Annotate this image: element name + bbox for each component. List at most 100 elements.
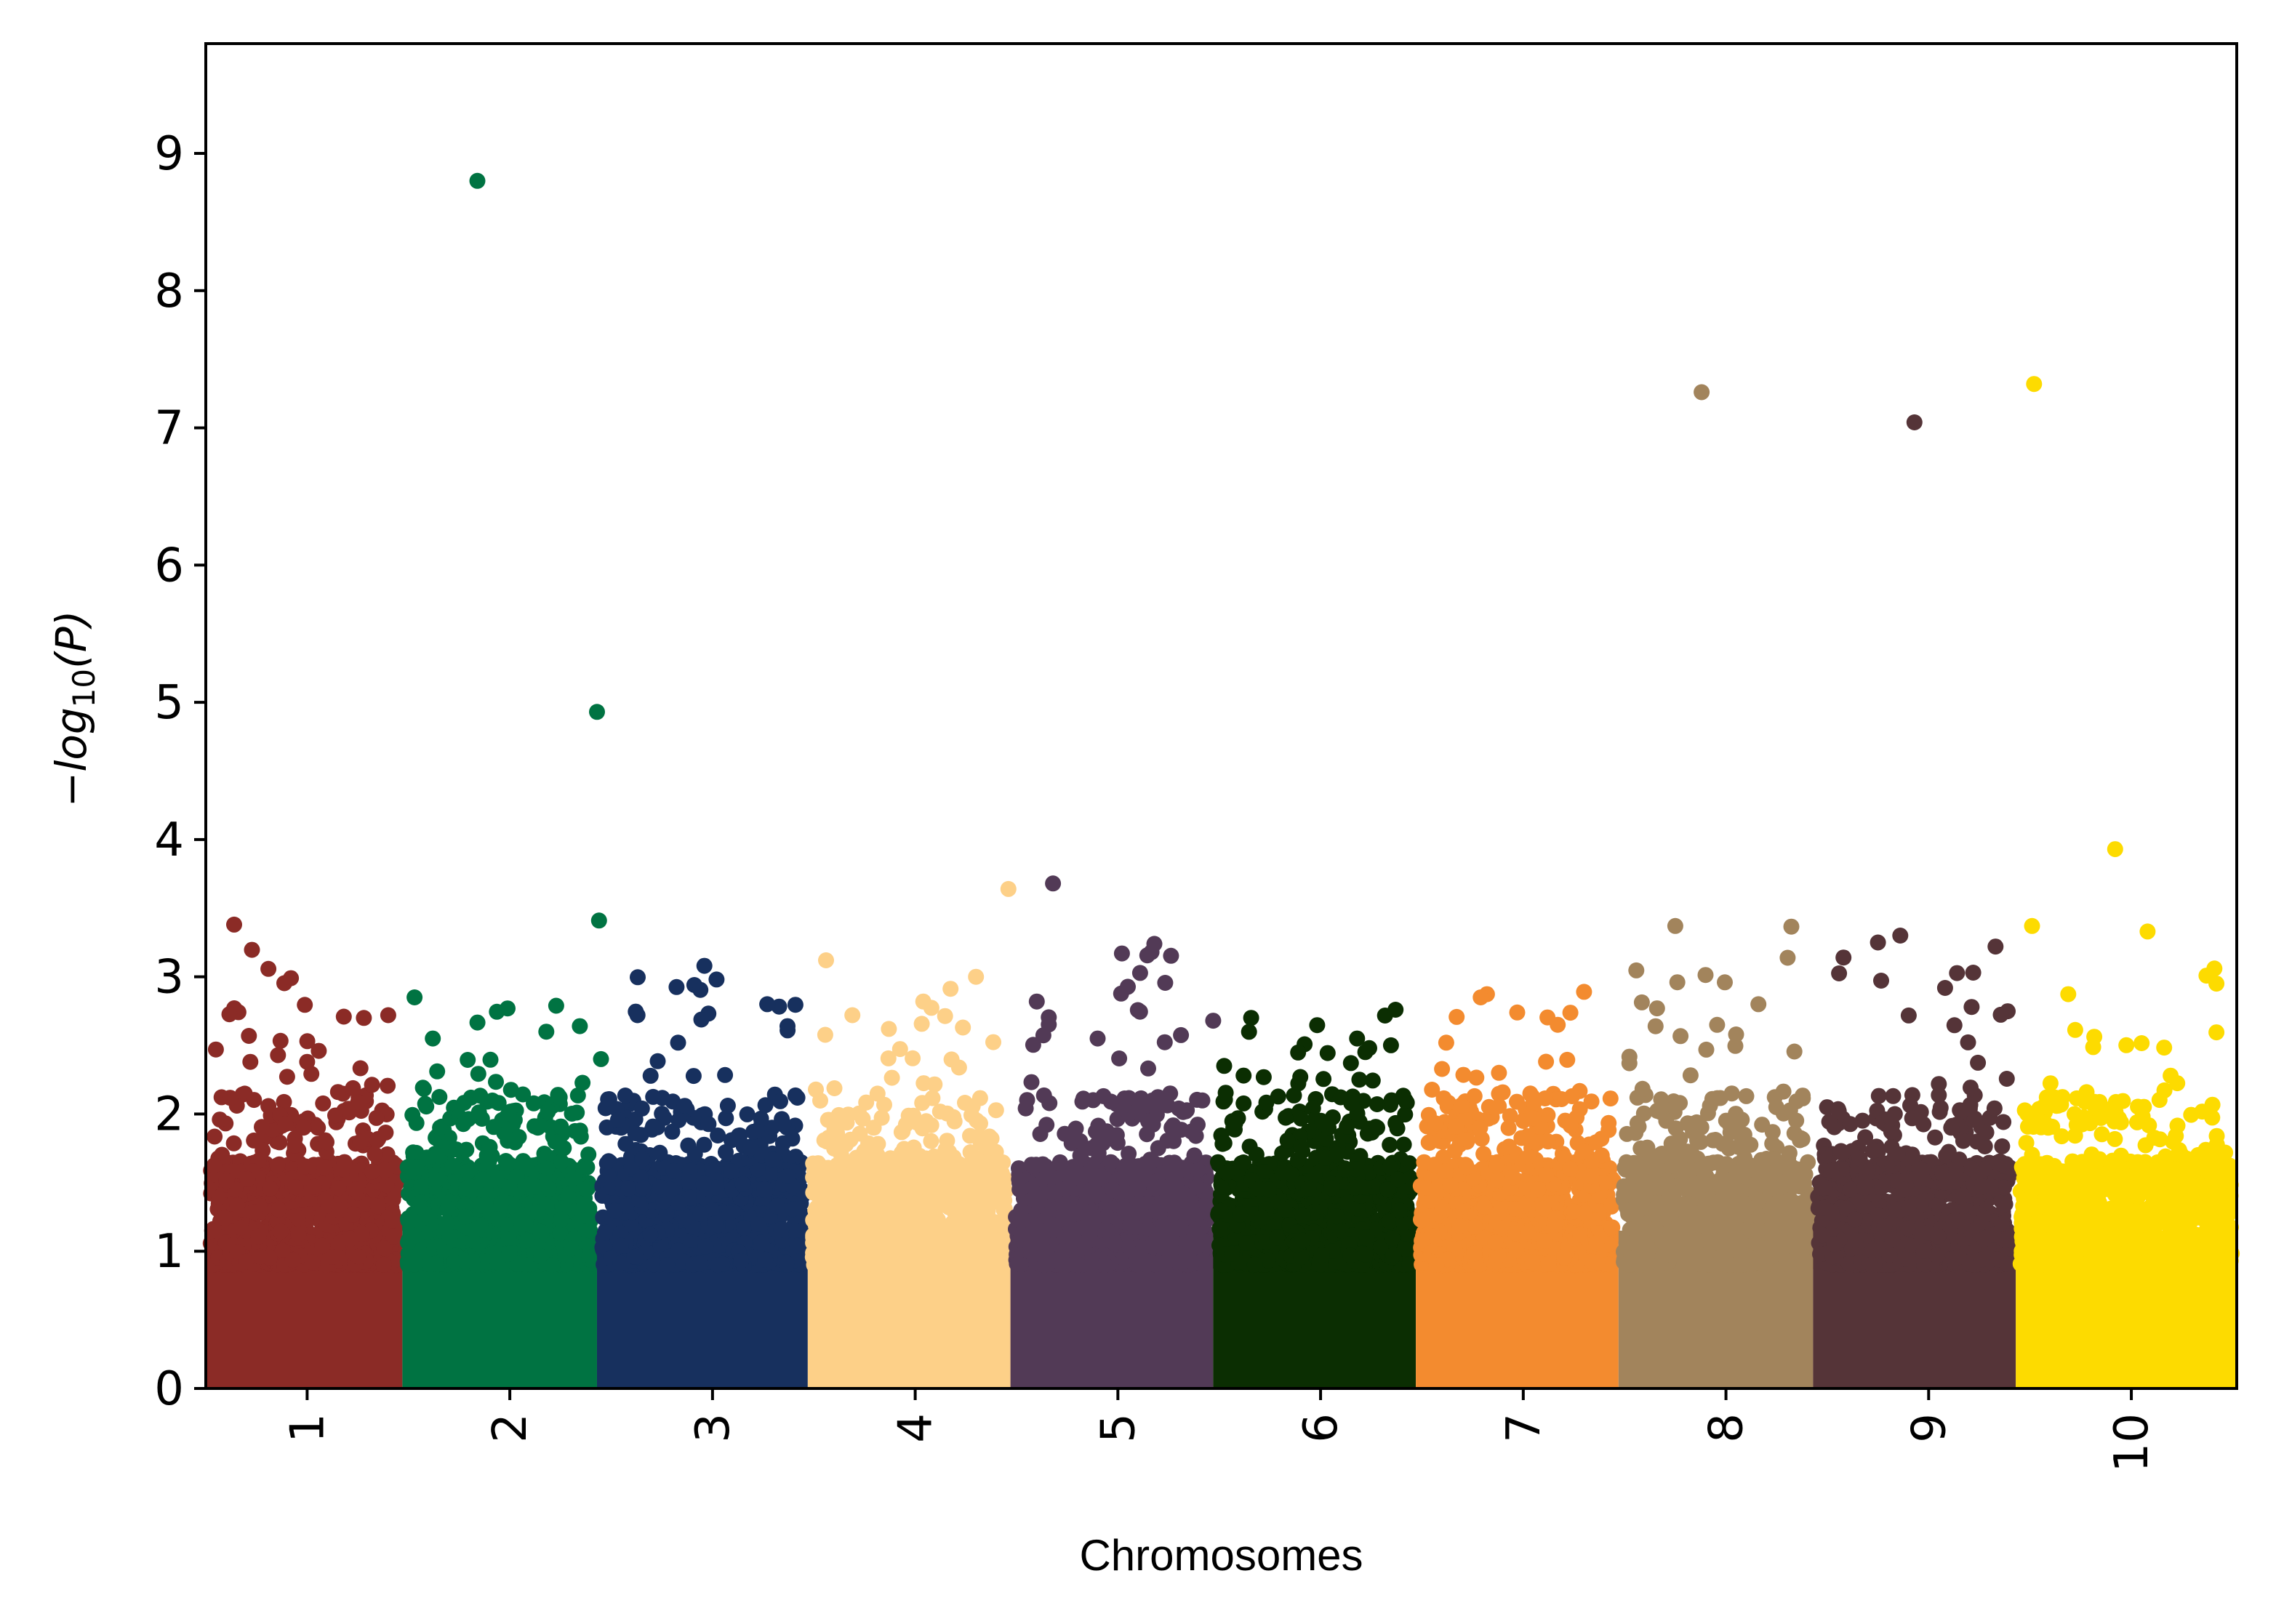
data-point [276,1093,292,1110]
data-point [925,1256,942,1273]
data-point [342,1231,358,1247]
data-point [518,1232,535,1249]
data-point [670,1112,687,1128]
data-point [252,1248,268,1265]
data-point [880,1050,897,1066]
data-point [973,1218,990,1235]
data-point [719,1098,736,1114]
data-point [876,1096,892,1113]
data-point [486,1119,502,1135]
data-point [634,1151,651,1167]
data-point [225,1135,242,1151]
data-point [502,1245,518,1262]
data-point [286,1137,303,1154]
data-point [502,1082,519,1098]
data-point [865,1119,882,1136]
data-point [780,1168,796,1184]
data-point [987,1102,1004,1119]
data-point [350,1094,366,1111]
data-point [207,1128,223,1145]
data-point [734,1175,751,1192]
peak-point [593,1050,609,1067]
data-point [692,981,709,998]
data-point [645,1088,662,1105]
data-point [380,1077,396,1094]
data-point [811,1176,828,1192]
data-point [366,1146,383,1162]
data-point [508,1168,525,1185]
data-point [345,1080,361,1096]
data-point [822,1221,838,1238]
data-point [601,1153,617,1170]
data-point [733,1253,750,1269]
data-point [649,1053,666,1069]
peak-point [915,993,931,1010]
data-point [455,1116,472,1133]
data-point [244,941,260,958]
data-point [695,1175,712,1192]
data-point [572,1122,588,1139]
data-point [845,1206,861,1222]
peak-point [968,968,985,985]
data-point [966,1247,983,1263]
data-point [971,1090,988,1106]
data-point [842,1131,859,1148]
data-point [290,1226,307,1242]
data-point [982,1250,999,1266]
chromosome-2-points [399,172,609,1388]
data-point [820,1112,837,1128]
data-point [352,1133,369,1150]
data-point [957,1095,973,1111]
data-point [470,1066,486,1082]
data-point [817,1244,834,1261]
data-point [556,1140,572,1157]
data-point [324,1248,340,1265]
data-point [897,1256,913,1273]
data-point [572,1018,588,1034]
data-point [375,1256,392,1273]
data-point [270,1047,286,1064]
data-point [553,1154,569,1170]
data-point [469,1014,486,1031]
data-point [287,1179,304,1196]
data-point [874,1256,891,1273]
data-point [859,1140,876,1157]
data-point [348,1181,364,1198]
data-point [418,1098,435,1115]
data-point [475,1171,492,1188]
data-point [784,1201,801,1218]
data-point [633,1100,650,1117]
data-point [676,1098,693,1114]
data-point [473,1197,489,1214]
data-point [385,1228,402,1245]
data-point [697,1238,714,1255]
data-point [969,1112,985,1129]
data-point [826,1080,843,1096]
data-point [377,1125,394,1141]
chromosome-1-points [202,916,406,1388]
data-point [460,1052,476,1068]
data-point [336,1154,353,1170]
data-point [438,1215,455,1231]
data-point [742,1140,758,1157]
data-point [723,1163,740,1180]
data-point [246,1092,263,1109]
data-point [828,1181,845,1197]
data-point [377,1162,393,1178]
data-point [540,1181,557,1197]
data-point [254,1119,270,1135]
data-point [963,1203,980,1220]
data-point [272,1032,289,1049]
data-point [764,1119,780,1136]
peak-point [425,1030,441,1047]
data-point [939,1223,955,1239]
data-point [773,1221,790,1238]
data-point [955,1019,971,1036]
data-point [692,1255,708,1272]
data-point [668,978,685,995]
data-point [652,1144,668,1161]
data-point [404,1106,421,1123]
data-point [206,1157,223,1173]
data-point [946,1113,963,1130]
data-point [344,1206,361,1223]
